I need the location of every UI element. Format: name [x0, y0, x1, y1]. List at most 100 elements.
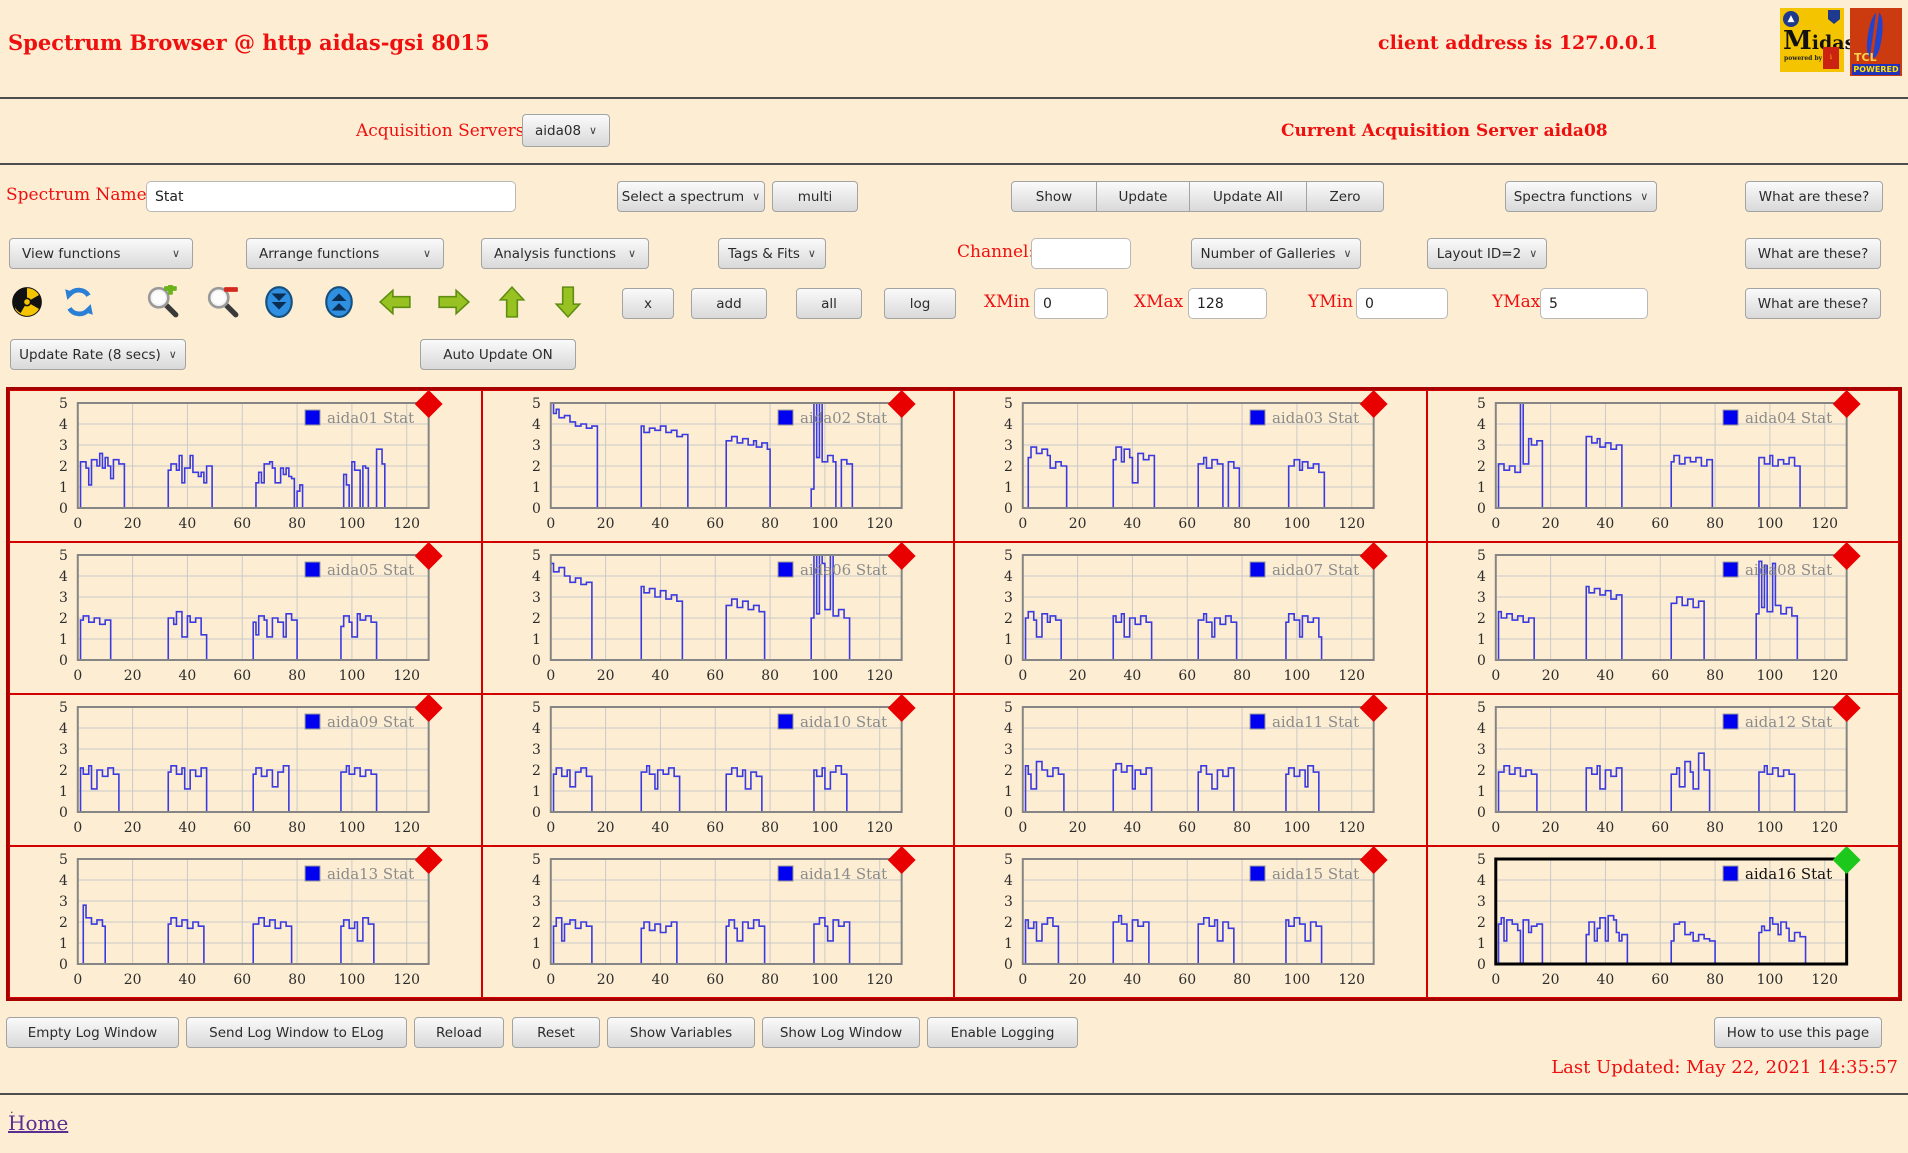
- how-to-use-button[interactable]: How to use this page: [1714, 1017, 1882, 1048]
- layout-id-select[interactable]: Layout ID=2 ∨: [1427, 238, 1547, 269]
- spectrum-chart-aida11: 0 1 2 3 4 5 0 20 40 60 80 100 120 aida11 Stat: [1004, 695, 1388, 836]
- status-diamond: [414, 543, 443, 570]
- y-tick-label: 2: [1476, 763, 1485, 779]
- legend-square: [304, 865, 321, 882]
- left-arrow-icon[interactable]: [378, 285, 412, 319]
- y-tick-label: 4: [1004, 721, 1013, 737]
- auto-update-button[interactable]: Auto Update ON: [420, 339, 576, 370]
- what-are-these-button-3[interactable]: What are these?: [1745, 288, 1881, 319]
- plot-border: [1021, 402, 1375, 509]
- all-button[interactable]: all: [796, 288, 862, 319]
- radiation-icon[interactable]: [10, 285, 44, 319]
- ymax-input[interactable]: [1540, 288, 1648, 319]
- spectrum-cell-aida05[interactable]: 0 1 2 3 4 5 0 20 40 60 80 100 120 aida05 Stat: [9, 542, 482, 694]
- x-tick-label: 120: [1338, 668, 1365, 684]
- y-tick-label: 3: [1004, 438, 1013, 454]
- down-arrow-icon[interactable]: [551, 285, 585, 319]
- legend-label: aida09 Stat: [327, 713, 414, 731]
- y-tick-label: 4: [59, 721, 68, 737]
- spectrum-name-row: Spectrum Name: Select a spectrum∨ multi …: [0, 165, 1908, 229]
- send-log-to-elog-button[interactable]: Send Log Window to ELog: [186, 1017, 407, 1048]
- analysis-functions-select[interactable]: Analysis functions ∨: [481, 238, 649, 269]
- y-tick-label: 5: [1476, 852, 1485, 868]
- spectrum-cell-aida11[interactable]: 0 1 2 3 4 5 0 20 40 60 80 100 120 aida11 Stat: [954, 694, 1427, 846]
- x-tick-label: 20: [596, 820, 614, 836]
- spectrum-cell-aida01[interactable]: 0 1 2 3 4 5 0 20 40 60 80 100 120 aida01 Stat: [9, 390, 482, 542]
- chevron-down-icon: ∨: [627, 247, 636, 260]
- update-rate-select[interactable]: Update Rate (8 secs) ∨: [10, 339, 186, 370]
- up-arrow-icon[interactable]: [495, 285, 529, 319]
- y-tick-label: 1: [1004, 936, 1013, 952]
- y-tick-label: 4: [1004, 417, 1013, 433]
- y-tick-label: 0: [531, 957, 540, 973]
- spectrum-cell-aida07[interactable]: 0 1 2 3 4 5 0 20 40 60 80 100 120 aida07 Stat: [954, 542, 1427, 694]
- channel-input[interactable]: [1031, 238, 1131, 269]
- show-button[interactable]: Show: [1011, 181, 1097, 212]
- spectrum-chart-aida09: 0 1 2 3 4 5 0 20 40 60 80 100 120 aida09 Stat: [59, 695, 443, 836]
- number-of-galleries-select[interactable]: Number of Galleries ∨: [1191, 238, 1361, 269]
- acquisition-server-select[interactable]: aida08 ∨: [522, 114, 611, 147]
- spectrum-cell-aida14[interactable]: 0 1 2 3 4 5 0 20 40 60 80 100 120 aida14 Stat: [481, 846, 954, 998]
- zero-button[interactable]: Zero: [1306, 181, 1384, 212]
- legend-label: aida06 Stat: [799, 561, 886, 579]
- what-are-these-button-1[interactable]: What are these?: [1745, 181, 1883, 212]
- spectrum-cell-aida04[interactable]: 0 1 2 3 4 5 0 20 40 60 80 100 120 aida04 Stat: [1426, 390, 1899, 542]
- select-spectrum-select[interactable]: Select a spectrum ∨: [617, 181, 765, 212]
- chevron-down-icon: ∨: [168, 348, 177, 361]
- update-all-button[interactable]: Update All: [1189, 181, 1307, 212]
- spectrum-cell-aida12[interactable]: 0 1 2 3 4 5 0 20 40 60 80 100 120 aida12 Stat: [1426, 694, 1899, 846]
- y-tick-label: 2: [1476, 611, 1485, 627]
- spectrum-cell-aida16[interactable]: 0 1 2 3 4 5 0 20 40 60 80 100 120 aida16 Stat: [1426, 846, 1899, 998]
- log-button[interactable]: log: [884, 288, 956, 319]
- legend-square: [1249, 713, 1266, 730]
- x-tick-label: 60: [706, 972, 724, 988]
- midas-logo-icon[interactable]: ▲ Midas powered by i: [1780, 8, 1855, 72]
- spectrum-cell-aida10[interactable]: 0 1 2 3 4 5 0 20 40 60 80 100 120 aida10 Stat: [481, 694, 954, 846]
- ymin-input[interactable]: [1356, 288, 1448, 319]
- xmin-input[interactable]: [1034, 288, 1108, 319]
- refresh-icon[interactable]: [62, 285, 96, 319]
- reload-button[interactable]: Reload: [414, 1017, 504, 1048]
- zoom-out-icon[interactable]: [206, 285, 240, 319]
- y-tick-label: 2: [59, 611, 68, 627]
- status-diamond: [887, 543, 916, 570]
- x-tick-label: 60: [1178, 972, 1196, 988]
- x-button[interactable]: x: [622, 288, 674, 319]
- multi-button[interactable]: multi: [772, 181, 858, 212]
- update-button[interactable]: Update: [1096, 181, 1190, 212]
- spectrum-cell-aida06[interactable]: 0 1 2 3 4 5 0 20 40 60 80 100 120 aida06 Stat: [481, 542, 954, 694]
- tags-fits-select[interactable]: Tags & Fits ∨: [718, 238, 826, 269]
- ymax-label: YMax: [1492, 292, 1541, 312]
- spectrum-cell-aida08[interactable]: 0 1 2 3 4 5 0 20 40 60 80 100 120 aida08 Stat: [1426, 542, 1899, 694]
- what-are-these-button-2[interactable]: What are these?: [1745, 238, 1881, 269]
- spectrum-cell-aida02[interactable]: 0 1 2 3 4 5 0 20 40 60 80 100 120 aida02 Stat: [481, 390, 954, 542]
- spectrum-cell-aida03[interactable]: 0 1 2 3 4 5 0 20 40 60 80 100 120 aida03 Stat: [954, 390, 1427, 542]
- y-tick-label: 4: [531, 569, 540, 585]
- spectrum-name-input[interactable]: [146, 181, 516, 212]
- divider-bottom: [0, 1093, 1908, 1095]
- spectrum-cell-aida15[interactable]: 0 1 2 3 4 5 0 20 40 60 80 100 120 aida15 Stat: [954, 846, 1427, 998]
- add-button[interactable]: add: [691, 288, 767, 319]
- reset-button[interactable]: Reset: [512, 1017, 600, 1048]
- scroll-down-icon[interactable]: [262, 285, 296, 319]
- right-arrow-icon[interactable]: [437, 285, 471, 319]
- spectrum-cell-aida09[interactable]: 0 1 2 3 4 5 0 20 40 60 80 100 120 aida09 Stat: [9, 694, 482, 846]
- empty-log-window-button[interactable]: Empty Log Window: [6, 1017, 179, 1048]
- xmax-input[interactable]: [1188, 288, 1267, 319]
- arrange-functions-select[interactable]: Arrange functions ∨: [246, 238, 444, 269]
- view-functions-select[interactable]: View functions ∨: [9, 238, 193, 269]
- scroll-up-icon[interactable]: [322, 285, 356, 319]
- y-tick-label: 2: [1004, 763, 1013, 779]
- y-tick-label: 2: [531, 611, 540, 627]
- spectrum-cell-aida13[interactable]: 0 1 2 3 4 5 0 20 40 60 80 100 120 aida13 Stat: [9, 846, 482, 998]
- enable-logging-button[interactable]: Enable Logging: [927, 1017, 1078, 1048]
- x-tick-label: 60: [1651, 668, 1669, 684]
- show-log-window-button[interactable]: Show Log Window: [762, 1017, 920, 1048]
- home-link[interactable]: Home: [8, 1111, 69, 1135]
- midas-powered-by-text: powered by: [1784, 55, 1823, 62]
- y-tick-label: 4: [1004, 569, 1013, 585]
- tcl-powered-logo-icon[interactable]: TCL POWERED: [1850, 8, 1902, 76]
- show-variables-button[interactable]: Show Variables: [607, 1017, 755, 1048]
- zoom-in-icon[interactable]: [146, 282, 180, 319]
- spectra-functions-select[interactable]: Spectra functions ∨: [1505, 181, 1657, 212]
